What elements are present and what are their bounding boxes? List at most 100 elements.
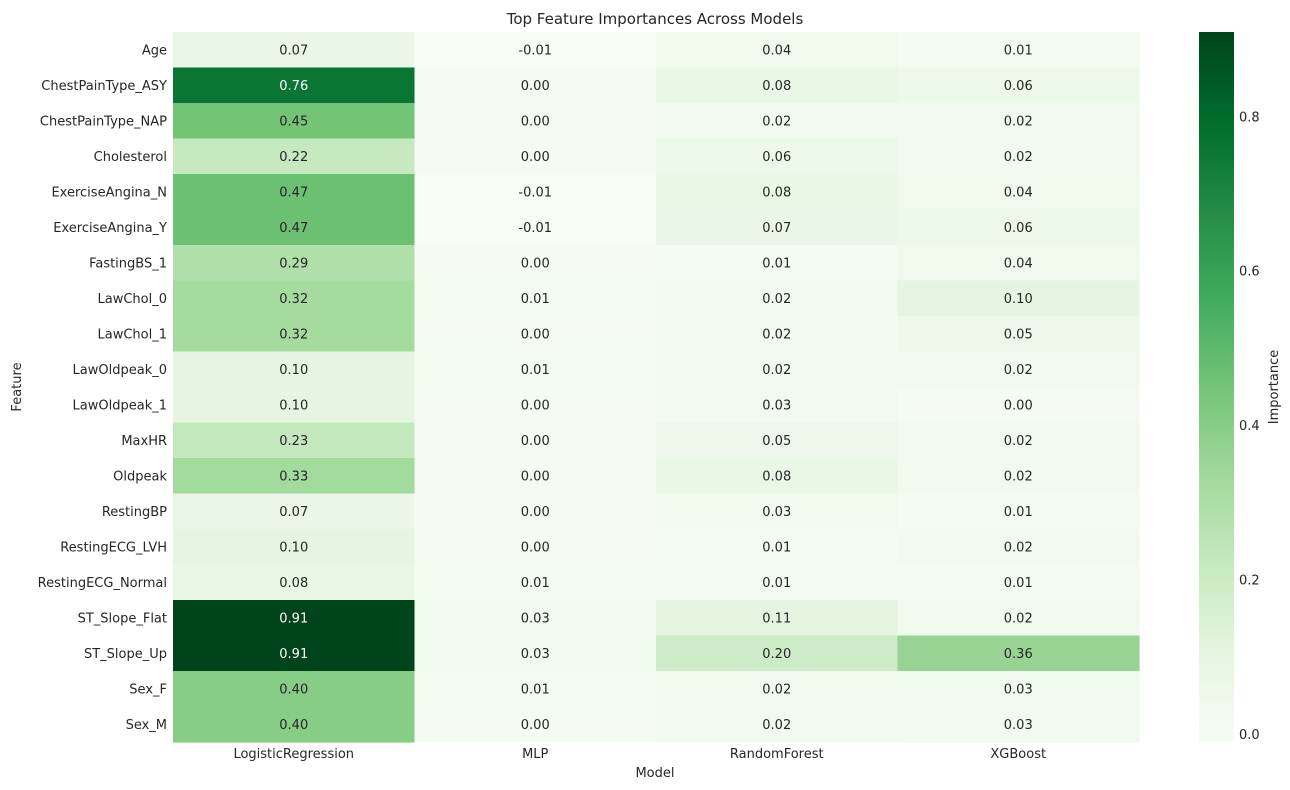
colorbar-tick-label: 0.4 [1239, 419, 1260, 434]
cell-value-label: 0.40 [279, 682, 308, 697]
cell-value-label: 0.01 [521, 363, 550, 378]
y-tick-label: LawOldpeak_1 [73, 398, 167, 413]
heatmap-cell [414, 32, 657, 69]
heatmap-cell [414, 209, 657, 246]
heatmap-cell [414, 422, 657, 459]
cell-value-label: 0.02 [762, 682, 791, 697]
heatmap-cell [656, 600, 899, 637]
cell-value-label: 0.00 [521, 114, 550, 129]
heatmap-cell [897, 245, 1140, 282]
cell-value-label: 0.00 [521, 469, 550, 484]
heatmap-cell [656, 103, 899, 140]
cell-value-label: 0.01 [521, 292, 550, 307]
heatmap-cell [414, 564, 657, 601]
cell-value-label: 0.02 [1004, 540, 1033, 555]
cell-value-label: 0.01 [762, 576, 791, 591]
x-tick-label: RandomForest [730, 747, 824, 762]
heatmap-cell [173, 387, 416, 424]
cell-value-label: 0.01 [1004, 43, 1033, 58]
cell-value-label: 0.00 [521, 718, 550, 733]
cell-value-label: 0.00 [1004, 398, 1033, 413]
heatmap-cell [414, 67, 657, 104]
heatmap-cell [656, 316, 899, 353]
y-tick-label: LawChol_1 [98, 327, 168, 342]
heatmap-cell [897, 209, 1140, 246]
heatmap-cell [897, 493, 1140, 530]
heatmap-cell [656, 351, 899, 388]
x-tick-labels: LogisticRegression MLP RandomForest XGBoost [233, 747, 1046, 762]
cell-value-label: 0.76 [279, 79, 308, 94]
cell-value-label: 0.47 [279, 221, 308, 236]
cell-value-label: 0.01 [762, 256, 791, 271]
heatmap-cell [656, 138, 899, 175]
heatmap-cell [656, 387, 899, 424]
heatmap-cell [897, 529, 1140, 566]
cell-value-label: 0.04 [762, 43, 791, 58]
heatmap-cell [414, 103, 657, 140]
heatmap-cell [173, 67, 416, 104]
heatmap-cell [656, 67, 899, 104]
heatmap-cell [656, 564, 899, 601]
heatmap-cell [656, 245, 899, 282]
heatmap-cell [173, 138, 416, 175]
cell-value-label: -0.01 [518, 221, 552, 236]
cell-value-label: 0.08 [762, 79, 791, 94]
cell-value-label: 0.00 [521, 398, 550, 413]
heatmap-cell [656, 422, 899, 459]
y-tick-label: LawChol_0 [98, 292, 168, 307]
cell-value-label: 0.02 [762, 327, 791, 342]
cell-value-label: 0.04 [1004, 256, 1033, 271]
cell-value-label: 0.22 [279, 150, 308, 165]
heatmap-cell [173, 103, 416, 140]
cell-value-label: 0.02 [1004, 150, 1033, 165]
cell-value-label: 0.10 [1004, 292, 1033, 307]
heatmap-cells [173, 32, 1140, 743]
heatmap-cell [414, 138, 657, 175]
heatmap-cell [414, 706, 657, 743]
colorbar-ticks: 0.0 0.2 0.4 0.6 0.8 [1239, 110, 1260, 742]
cell-value-label: 0.40 [279, 718, 308, 733]
cell-value-label: 0.02 [762, 363, 791, 378]
cell-value-label: 0.02 [1004, 114, 1033, 129]
y-tick-label: ChestPainType_ASY [41, 79, 167, 94]
cell-value-label: 0.32 [279, 292, 308, 307]
cell-value-label: -0.01 [518, 185, 552, 200]
heatmap-cell [897, 706, 1140, 743]
heatmap-cell [897, 458, 1140, 495]
heatmap-cell [173, 564, 416, 601]
heatmap-cell [414, 671, 657, 708]
y-tick-label: ChestPainType_NAP [40, 114, 167, 129]
cell-value-label: 0.29 [279, 256, 308, 271]
y-tick-label: Oldpeak [113, 469, 167, 484]
heatmap-cell [656, 280, 899, 317]
heatmap-cell [173, 493, 416, 530]
y-tick-label: LawOldpeak_0 [73, 363, 167, 378]
cell-value-label: 0.05 [1004, 327, 1033, 342]
cell-value-label: 0.10 [279, 540, 308, 555]
cell-value-label: 0.11 [762, 611, 791, 626]
cell-value-label: 0.00 [521, 540, 550, 555]
heatmap-cell [897, 32, 1140, 69]
y-tick-label: RestingECG_LVH [60, 540, 167, 555]
heatmap-cell [897, 67, 1140, 104]
cell-value-label: 0.00 [521, 256, 550, 271]
cell-value-label: 0.00 [521, 327, 550, 342]
cell-value-label: 0.02 [1004, 469, 1033, 484]
cell-value-label: 0.33 [279, 469, 308, 484]
cell-value-label: 0.00 [521, 79, 550, 94]
y-tick-label: RestingBP [102, 505, 167, 520]
cell-value-label: 0.08 [762, 469, 791, 484]
y-tick-label: ST_Slope_Flat [78, 611, 167, 626]
heatmap-cell [173, 600, 416, 637]
cell-value-label: 0.45 [279, 114, 308, 129]
cell-value-label: 0.06 [1004, 79, 1033, 94]
cell-value-label: 0.23 [279, 434, 308, 449]
cell-value-label: 0.32 [279, 327, 308, 342]
colorbar-tick-label: 0.2 [1239, 573, 1260, 588]
cell-value-label: 0.07 [279, 505, 308, 520]
y-tick-label: RestingECG_Normal [38, 576, 167, 591]
cell-value-label: 0.03 [1004, 718, 1033, 733]
heatmap-cell [414, 635, 657, 672]
y-tick-label: ExerciseAngina_N [51, 185, 167, 200]
cell-value-label: 0.02 [762, 292, 791, 307]
